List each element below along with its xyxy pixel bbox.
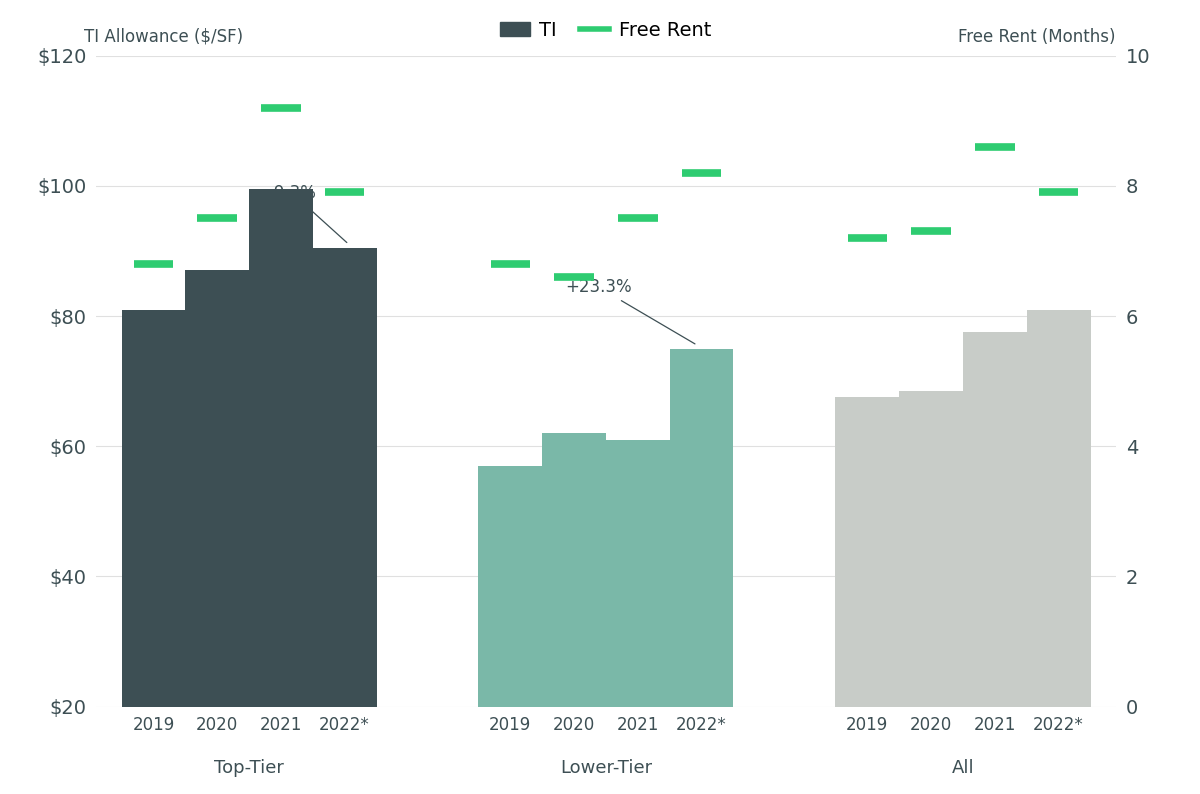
Bar [962, 332, 1027, 707]
Bar [121, 310, 185, 707]
Bar [606, 440, 670, 707]
Legend: TI, Free Rent: TI, Free Rent [493, 13, 719, 48]
Text: TI Allowance ($/SF): TI Allowance ($/SF) [84, 28, 244, 46]
Bar [250, 189, 313, 707]
Text: +23.3%: +23.3% [565, 279, 695, 344]
Bar [899, 391, 962, 707]
Text: Free Rent (Months): Free Rent (Months) [959, 28, 1116, 46]
Text: Lower-Tier: Lower-Tier [560, 759, 652, 777]
Bar [542, 434, 606, 707]
Bar [479, 466, 542, 707]
Bar [185, 271, 250, 707]
Bar [835, 397, 899, 707]
Bar [1027, 310, 1091, 707]
Bar [313, 248, 377, 707]
Text: All: All [952, 759, 974, 777]
Text: Top-Tier: Top-Tier [214, 759, 284, 777]
Text: -9.3%: -9.3% [268, 184, 347, 242]
Bar [670, 349, 733, 707]
